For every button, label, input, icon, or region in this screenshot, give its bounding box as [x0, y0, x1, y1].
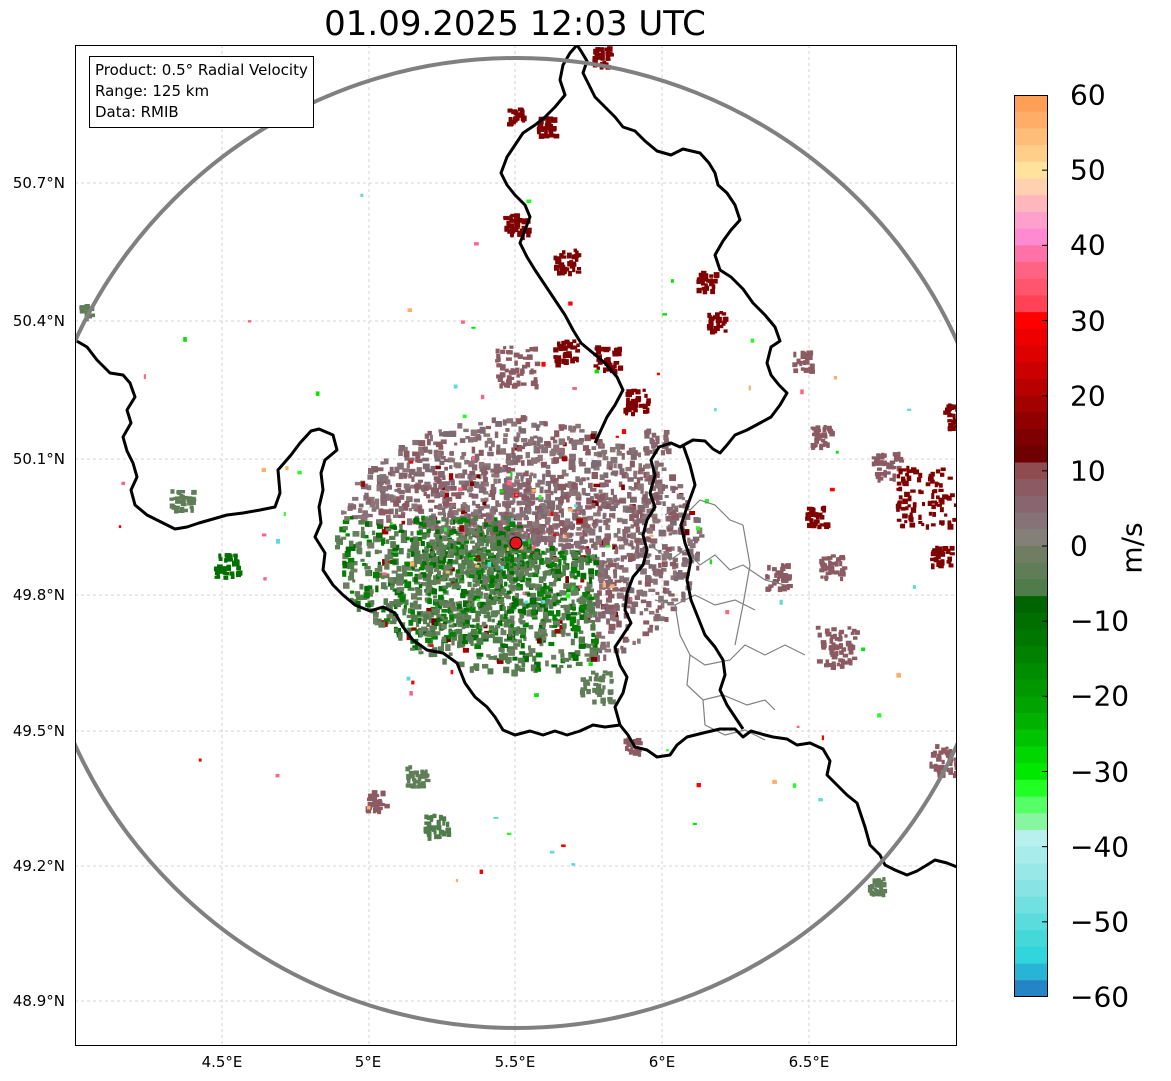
colorbar-band: [1014, 763, 1048, 781]
colorbar-band: [1014, 211, 1048, 230]
colorbar-tick-label: −10: [1070, 604, 1130, 638]
colorbar-band: [1014, 612, 1048, 631]
colorbar-band: [1014, 980, 1048, 997]
colorbar-band: [1014, 896, 1048, 915]
colorbar-band: [1014, 278, 1048, 297]
colorbar-tick-label: −30: [1070, 755, 1130, 788]
colorbar-band: [1014, 880, 1048, 898]
colorbar-frame: [1014, 95, 1048, 997]
lon-tick-label: 6°E: [648, 1053, 676, 1071]
colorbar-tick-label: −60: [1070, 980, 1130, 1014]
lat-tick-label: 49.2°N: [12, 857, 65, 875]
colorbar-band: [1014, 713, 1048, 731]
colorbar-band: [1014, 228, 1048, 246]
colorbar-band: [1014, 662, 1048, 681]
colorbar-band: [1014, 128, 1048, 146]
colorbar-band: [1014, 562, 1048, 580]
product-info-box: Product: 0.5° Radial Velocity Range: 125…: [89, 56, 314, 128]
colorbar-band: [1014, 779, 1048, 798]
colorbar-tick-label: −50: [1070, 905, 1130, 939]
colorbar-bands: [1014, 95, 1048, 997]
lat-tick-label: 49.5°N: [12, 722, 65, 740]
radar-site-marker[interactable]: [509, 536, 523, 550]
colorbar-band: [1014, 813, 1048, 831]
colorbar-band: [1014, 529, 1048, 547]
colorbar-band: [1014, 930, 1048, 948]
colorbar-band: [1014, 445, 1048, 464]
colorbar-tick-label: 20: [1070, 379, 1106, 413]
colorbar-band: [1014, 395, 1048, 413]
colorbar-band: [1014, 462, 1048, 480]
lat-tick-label: 50.7°N: [12, 174, 65, 192]
colorbar-band: [1014, 412, 1048, 430]
colorbar-band: [1014, 378, 1048, 397]
colorbar-tick-label: 40: [1070, 228, 1106, 262]
colorbar-band: [1014, 479, 1048, 497]
colorbar-band: [1014, 495, 1048, 514]
colorbar-band: [1014, 312, 1048, 330]
colorbar-unit-label: m/s: [1115, 522, 1149, 574]
colorbar-band: [1014, 95, 1048, 113]
colorbar-band: [1014, 696, 1048, 714]
colorbar-tick-label: 0: [1070, 529, 1088, 563]
colorbar-tick-label: 60: [1070, 78, 1106, 112]
lon-tick-label: 5.5°E: [494, 1053, 536, 1071]
colorbar-tick-label: −20: [1070, 679, 1130, 713]
colorbar-band: [1014, 579, 1048, 597]
colorbar-tick-label: −40: [1070, 830, 1130, 864]
lon-tick-label: 5°E: [354, 1053, 382, 1071]
lat-tick-label: 50.1°N: [12, 450, 65, 468]
colorbar-tick-label: 10: [1070, 454, 1106, 488]
range-label: Range: 125 km: [95, 82, 210, 100]
lat-tick-label: 48.9°N: [12, 992, 65, 1010]
colorbar-band: [1014, 145, 1048, 163]
colorbar-band: [1014, 111, 1048, 129]
radar-map[interactable]: [75, 45, 957, 1046]
colorbar-band: [1014, 546, 1048, 564]
colorbar-band: [1014, 328, 1048, 347]
colorbar-band: [1014, 946, 1048, 965]
map-canvas: [75, 45, 957, 1046]
colorbar-band: [1014, 679, 1048, 697]
colorbar-band: [1014, 629, 1048, 647]
colorbar-band: [1014, 195, 1048, 213]
colorbar-band: [1014, 746, 1048, 764]
colorbar-tick-label: 50: [1070, 153, 1106, 187]
colorbar-band: [1014, 963, 1048, 981]
colorbar-band: [1014, 345, 1048, 363]
colorbar-band: [1014, 913, 1048, 931]
data-source-label: Data: RMIB: [95, 103, 179, 121]
colorbar-band: [1014, 429, 1048, 447]
colorbar-band: [1014, 262, 1048, 280]
colorbar: [1014, 95, 1048, 997]
lon-tick-label: 4.5°E: [201, 1053, 243, 1071]
colorbar-band: [1014, 829, 1048, 848]
range-ring: [75, 56, 957, 1030]
colorbar-band: [1014, 729, 1048, 748]
colorbar-band: [1014, 245, 1048, 263]
lat-tick-label: 49.8°N: [12, 586, 65, 604]
country-borders: [75, 45, 957, 877]
colorbar-band: [1014, 161, 1048, 180]
colorbar-band: [1014, 596, 1048, 614]
product-label: Product: 0.5° Radial Velocity: [95, 61, 308, 79]
colorbar-band: [1014, 846, 1048, 864]
colorbar-tick-label: 30: [1070, 304, 1106, 337]
lat-tick-label: 50.4°N: [12, 312, 65, 330]
velocity-echoes: [79, 46, 957, 898]
colorbar-band: [1014, 295, 1048, 313]
map-frame: [75, 45, 957, 1046]
colorbar-band: [1014, 512, 1048, 530]
lon-tick-label: 6.5°E: [788, 1053, 830, 1071]
colorbar-band: [1014, 178, 1048, 196]
colorbar-band: [1014, 362, 1048, 380]
colorbar-band: [1014, 646, 1048, 664]
map-title: 01.09.2025 12:03 UTC: [324, 4, 706, 44]
colorbar-band: [1014, 796, 1048, 814]
colorbar-band: [1014, 863, 1048, 881]
country-borders-east: [679, 444, 745, 730]
